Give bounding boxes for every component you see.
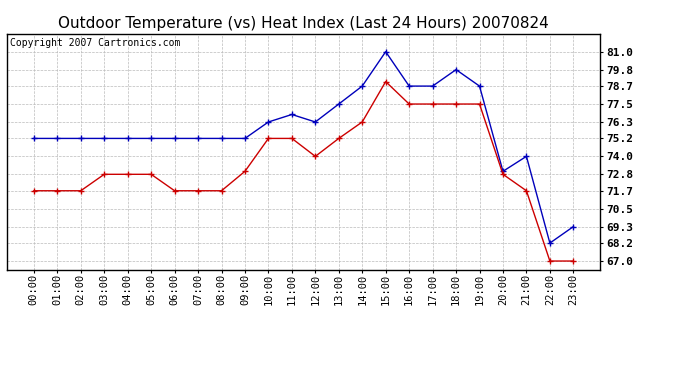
- Title: Outdoor Temperature (vs) Heat Index (Last 24 Hours) 20070824: Outdoor Temperature (vs) Heat Index (Las…: [58, 16, 549, 31]
- Text: Copyright 2007 Cartronics.com: Copyright 2007 Cartronics.com: [10, 39, 180, 48]
